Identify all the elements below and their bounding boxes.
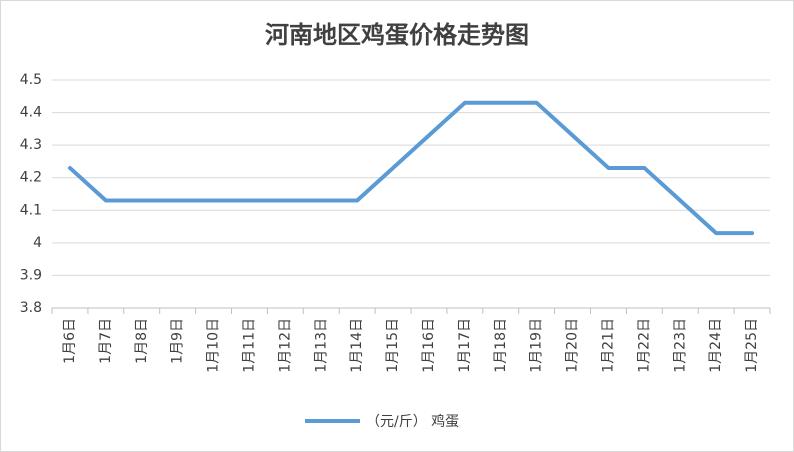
y-tick-label: 4.4: [20, 105, 42, 121]
x-tick-label: 1月21日: [600, 318, 616, 373]
x-tick-label: 1月6日: [62, 318, 78, 364]
y-tick-label: 4.3: [20, 137, 42, 153]
x-tick-label: 1月18日: [493, 318, 509, 373]
x-tick-label: 1月13日: [313, 318, 329, 373]
x-tick-label: 1月19日: [529, 318, 545, 373]
x-tick-label: 1月9日: [170, 318, 186, 364]
x-tick-label: 1月22日: [636, 318, 652, 373]
x-tick-label: 1月15日: [385, 318, 401, 373]
x-tick-label: 1月23日: [672, 318, 688, 373]
y-tick-label: 3.8: [20, 300, 42, 316]
x-tick-label: 1月20日: [565, 318, 581, 373]
x-tick-label: 1月14日: [349, 318, 365, 373]
line-series: [67, 100, 755, 236]
y-tick-label: 4.5: [20, 72, 42, 88]
y-tick-label: 4.1: [20, 202, 42, 218]
x-tick-label: 1月25日: [744, 318, 760, 373]
y-tick-label: 4.2: [20, 170, 42, 186]
x-tick-label: 1月7日: [98, 318, 114, 364]
chart-title: 河南地区鸡蛋价格走势图: [265, 21, 529, 49]
y-tick-label: 4: [33, 235, 42, 251]
x-tick-label: 1月24日: [708, 318, 724, 373]
x-tick-label: 1月17日: [457, 318, 473, 373]
x-tick-label: 1月12日: [277, 318, 293, 373]
x-tick-label: 1月8日: [134, 318, 150, 364]
x-tick-label: 1月16日: [421, 318, 437, 373]
legend-label: （元/斤） 鸡蛋: [366, 413, 459, 430]
x-tick-label: 1月10日: [206, 318, 222, 373]
y-tick-label: 3.9: [20, 267, 42, 283]
x-tick-label: 1月11日: [241, 318, 257, 373]
